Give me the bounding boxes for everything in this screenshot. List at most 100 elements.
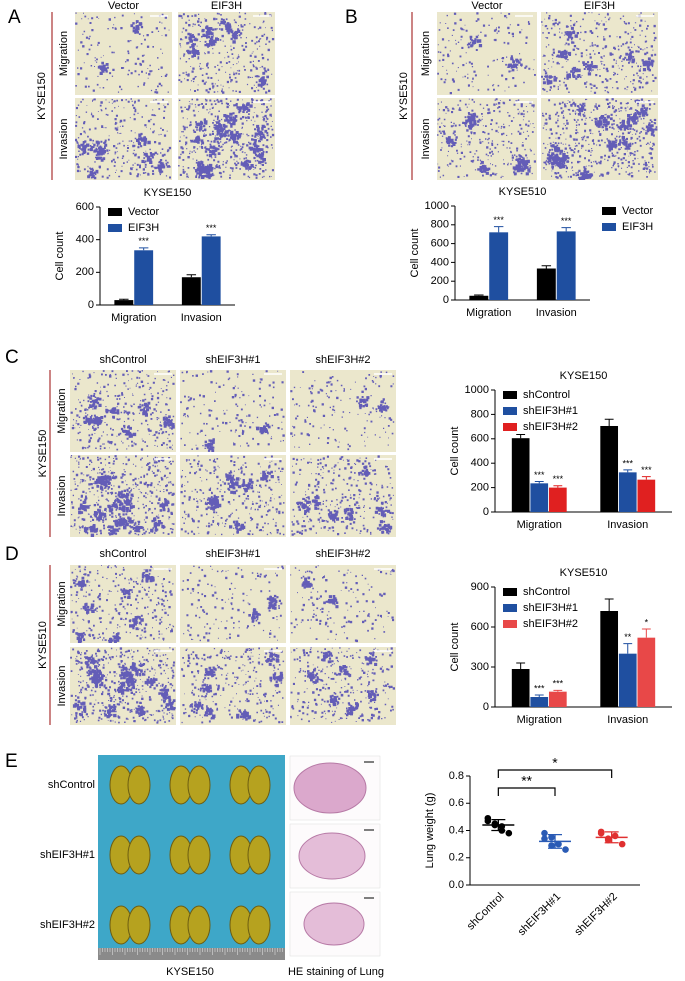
row-label: shEIF3H#2 bbox=[40, 919, 95, 931]
lung-lobe bbox=[187, 765, 211, 805]
error-bar bbox=[516, 662, 526, 669]
bar bbox=[201, 236, 221, 305]
data-point bbox=[548, 842, 555, 849]
data-point bbox=[505, 829, 513, 837]
significance: * bbox=[552, 755, 558, 771]
cell-stain bbox=[180, 455, 285, 536]
y-tick-label: 200 bbox=[471, 482, 489, 494]
x-tick-label: shEIF3H#1 bbox=[516, 891, 563, 938]
cell-stain bbox=[181, 647, 285, 724]
y-tick-label: 0 bbox=[483, 701, 489, 713]
y-tick-label: 0.0 bbox=[449, 879, 464, 891]
legend-label: shControl bbox=[523, 389, 570, 401]
x-tick-label: Invasion bbox=[607, 519, 648, 531]
cell-stain bbox=[70, 565, 175, 643]
error-bar bbox=[186, 274, 197, 278]
panel-letter: D bbox=[5, 544, 19, 565]
y-tick-label: 300 bbox=[471, 661, 489, 673]
ruler bbox=[98, 948, 285, 960]
significance: *** bbox=[206, 223, 217, 233]
column-label: shControl bbox=[99, 548, 146, 560]
bar bbox=[618, 472, 637, 512]
legend-swatch bbox=[503, 423, 517, 431]
data-point bbox=[562, 846, 569, 853]
sd-bar bbox=[491, 818, 506, 832]
y-tick-label: 0 bbox=[88, 299, 94, 311]
significance: *** bbox=[534, 470, 545, 480]
row-label: Invasion bbox=[56, 476, 68, 517]
panel-letter: A bbox=[8, 7, 21, 28]
y-axis-label: Cell count bbox=[449, 623, 461, 672]
cell-stain bbox=[541, 12, 657, 94]
row-label: Migration bbox=[420, 31, 432, 76]
bar bbox=[548, 691, 567, 707]
y-tick-label: 0.4 bbox=[449, 824, 464, 836]
error-bar bbox=[493, 226, 504, 233]
column-label: shEIF3H#1 bbox=[205, 354, 260, 366]
row-label: Migration bbox=[58, 31, 70, 76]
significance: *** bbox=[553, 679, 564, 689]
error-bar bbox=[623, 643, 633, 654]
y-tick-label: 0 bbox=[483, 506, 489, 518]
significance: *** bbox=[641, 465, 652, 475]
row-label: Migration bbox=[56, 581, 68, 626]
data-point bbox=[604, 835, 612, 842]
micrograph bbox=[290, 370, 396, 452]
error-bar bbox=[206, 234, 216, 237]
data-point bbox=[541, 829, 548, 837]
error-bar bbox=[641, 476, 651, 480]
y-tick-label: 900 bbox=[471, 581, 489, 593]
caption: KYSE150 bbox=[166, 966, 214, 978]
error-bar bbox=[534, 694, 544, 697]
bar bbox=[134, 250, 154, 305]
data-point bbox=[618, 840, 626, 848]
chart-title: KYSE510 bbox=[560, 567, 608, 579]
cell-line-label: KYSE510 bbox=[398, 72, 410, 120]
y-axis-label: Cell count bbox=[409, 229, 421, 278]
significance: *** bbox=[553, 474, 564, 484]
significance-bracket bbox=[497, 787, 556, 796]
sd-bar bbox=[604, 831, 619, 844]
bar bbox=[536, 268, 556, 300]
y-tick-label: 0.2 bbox=[449, 852, 464, 864]
row-label: shControl bbox=[48, 779, 95, 791]
caption: HE staining of Lung bbox=[288, 966, 384, 978]
bar bbox=[489, 232, 509, 300]
significance: *** bbox=[493, 215, 504, 225]
legend-swatch bbox=[602, 207, 616, 215]
row-label: shEIF3H#1 bbox=[40, 849, 95, 861]
bar bbox=[548, 487, 567, 512]
column-label: EIF3H bbox=[211, 0, 242, 12]
cell-stain bbox=[70, 647, 176, 724]
y-tick-label: 1000 bbox=[465, 384, 489, 396]
bar bbox=[530, 483, 549, 512]
legend-label: Vector bbox=[622, 205, 654, 217]
significance: ** bbox=[624, 632, 632, 642]
y-tick-label: 800 bbox=[471, 408, 489, 420]
data-point bbox=[548, 834, 555, 841]
legend-swatch bbox=[503, 391, 517, 399]
error-bar bbox=[119, 298, 129, 301]
y-tick-label: 600 bbox=[471, 433, 489, 445]
error-bar bbox=[604, 598, 614, 611]
bar bbox=[600, 425, 619, 512]
data-point bbox=[611, 832, 619, 840]
data-point bbox=[498, 823, 506, 830]
cell-line-label: KYSE150 bbox=[37, 430, 49, 478]
sd-bar bbox=[548, 833, 562, 849]
row-label: Migration bbox=[56, 388, 68, 433]
he-tissue bbox=[303, 902, 365, 946]
y-tick-label: 800 bbox=[431, 219, 449, 231]
micrograph bbox=[437, 12, 537, 95]
micrograph bbox=[290, 565, 396, 643]
panel-letter: B bbox=[345, 7, 358, 28]
bar bbox=[600, 611, 619, 707]
micrograph bbox=[70, 370, 176, 452]
x-tick-label: Migration bbox=[466, 307, 511, 319]
bar bbox=[511, 669, 530, 707]
column-label: EIF3H bbox=[584, 0, 615, 12]
data-point bbox=[597, 829, 605, 837]
error-bar bbox=[641, 628, 651, 638]
cell-stain bbox=[437, 98, 536, 179]
